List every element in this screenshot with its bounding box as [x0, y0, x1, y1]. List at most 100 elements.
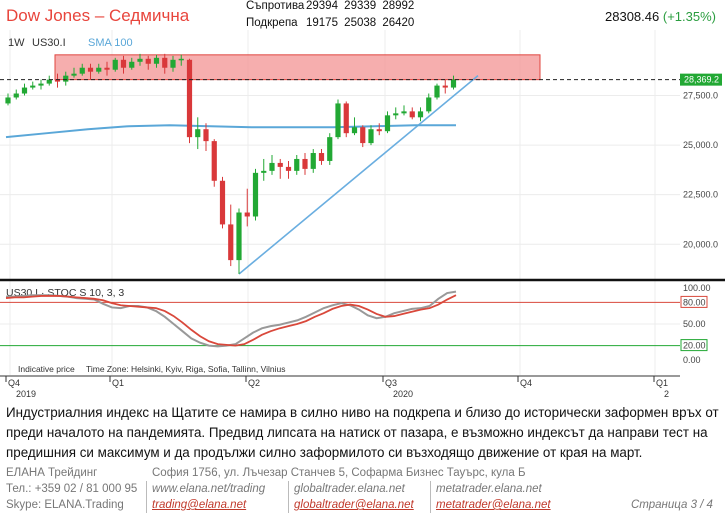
candle-body: [244, 212, 250, 217]
time-axis-year: 2019: [16, 389, 36, 399]
page-number: Страница 3 / 4: [631, 499, 713, 511]
stoch-axis-label: 100.00: [683, 283, 711, 293]
candle-body: [129, 61, 135, 68]
candle-body: [409, 111, 415, 118]
last-price: 28308.46: [605, 9, 660, 24]
time-axis-quarter: Q2: [248, 378, 260, 388]
footer-address: София 1756, ул. Лъчезар Станчев 5, Софар…: [152, 467, 526, 479]
chart-grid: [0, 30, 680, 375]
price-axis-label: 27,500.0: [683, 91, 718, 101]
time-axis-quarter: Q1: [112, 378, 124, 388]
candle-body: [327, 137, 333, 161]
candle-body: [417, 111, 424, 118]
stoch-level-tag: [680, 339, 708, 352]
price-tag: 28,369.2: [680, 73, 722, 86]
time-axis-year: 2020: [393, 389, 413, 399]
footer-skype: Skype: ELANA.Trading: [6, 499, 124, 511]
stoch-axis-label: 50.00: [683, 319, 706, 329]
price-tag-background: [680, 73, 722, 86]
support-values: 19175 25038 26420: [306, 17, 415, 29]
candle-body: [376, 129, 382, 132]
candle-body: [426, 97, 432, 112]
candle-body: [63, 75, 69, 82]
candle-body: [236, 212, 242, 261]
candle-body: [252, 172, 259, 217]
candle-body: [368, 129, 374, 144]
candle-body: [310, 153, 316, 169]
price-change: (+1.35%): [662, 9, 716, 24]
stoch-axis-label: 80.00: [683, 297, 706, 307]
candle-body: [302, 158, 308, 169]
footer-divider: [146, 481, 147, 513]
stoch-level-tag: [680, 295, 708, 308]
candle-body: [450, 79, 457, 88]
price-tag-text: 28,369.2: [684, 75, 719, 85]
footer-divider: [430, 481, 431, 513]
candle-body: [137, 58, 143, 62]
footer-company: ЕЛАНА Трейдинг: [6, 467, 98, 479]
resistance-zone: [54, 54, 541, 81]
candle-body: [112, 59, 118, 70]
candle-body: [5, 97, 11, 104]
page-title: Dow Jones – Седмична: [6, 6, 190, 25]
candle-body: [54, 79, 61, 82]
candle-body: [335, 103, 341, 138]
stoch-d-line: [5, 294, 457, 347]
candle-body: [219, 180, 226, 225]
candles-group: [5, 53, 457, 274]
time-axis-quarter: Q3: [385, 378, 397, 388]
candle-body: [13, 93, 19, 98]
candle-body: [79, 67, 85, 74]
support-label: Подкрепа: [246, 17, 298, 29]
candle-body: [351, 127, 358, 134]
footer-site-trading[interactable]: www.elana.net/trading: [152, 483, 266, 495]
candle-body: [120, 59, 127, 68]
stoch-axis-label: 0.00: [683, 355, 701, 365]
footer-site-metatrader[interactable]: metatrader.elana.net: [436, 483, 542, 495]
candle-body: [393, 113, 399, 116]
sma-legend: SMA 100: [88, 37, 133, 49]
candle-body: [87, 67, 94, 72]
analysis-text: Индустриалния индекс на Щатите се намира…: [6, 405, 719, 460]
candle-body: [170, 59, 176, 68]
candle-body: [104, 67, 110, 70]
candle-body: [401, 111, 407, 114]
candle-body: [269, 162, 275, 171]
candle-body: [318, 153, 325, 161]
footer-divider: [288, 481, 289, 513]
price-axis-label: 20,000.0: [683, 239, 718, 249]
footer-phone: Тел.: +359 02 / 81 000 95: [6, 483, 138, 495]
candle-body: [186, 59, 193, 138]
candle-body: [21, 87, 28, 94]
candle-body: [384, 115, 391, 132]
candle-body: [195, 129, 201, 138]
time-axis-quarter: Q1: [656, 378, 668, 388]
resistance-values: 29394 29339 28992: [306, 0, 415, 12]
candle-body: [261, 170, 267, 173]
footer-site-globaltrader[interactable]: globaltrader.elana.net: [294, 483, 405, 495]
candle-body: [434, 85, 440, 98]
footer-mail-metatrader[interactable]: metatrader@elana.net: [436, 499, 551, 511]
time-axis-year: 2: [664, 389, 669, 399]
candle-body: [228, 224, 234, 261]
price-axis-label: 25,000.0: [683, 140, 718, 150]
candle-body: [360, 127, 366, 144]
footer-mail-globaltrader[interactable]: globaltrader@elana.net: [294, 499, 414, 511]
time-axis-quarter: Q4: [8, 378, 20, 388]
candle-body: [46, 79, 52, 84]
stoch-axis: 100.00 80.00 50.00 20.00 0.00: [680, 283, 711, 365]
price-axis: 27,500.0 25,000.0 22,500.0 20,000.0: [683, 91, 718, 250]
trend-line: [238, 75, 479, 275]
chart-background: [0, 30, 725, 400]
symbol-label: US30.I: [32, 37, 66, 49]
candle-body: [38, 83, 44, 86]
candle-body: [96, 67, 102, 72]
resistance-label: Съпротива: [246, 0, 305, 12]
candle-body: [203, 129, 209, 142]
price-chart[interactable]: 28,369.2 1W US30.I SMA 100 27,500.0 25,00…: [0, 30, 725, 400]
candle-body: [153, 57, 160, 64]
stoch-grid: [0, 301, 680, 347]
candle-body: [442, 85, 448, 88]
footer-mail-trading[interactable]: trading@elana.net: [152, 499, 247, 511]
